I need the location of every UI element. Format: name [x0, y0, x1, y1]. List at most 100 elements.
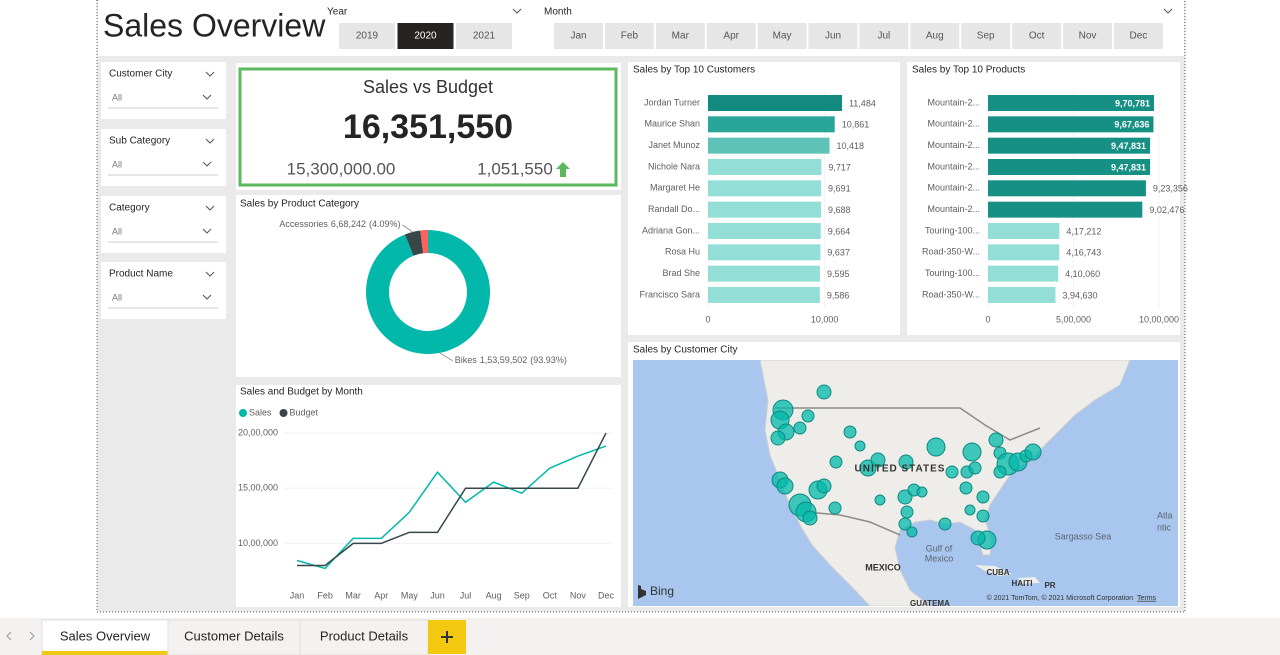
city-bubble[interactable]	[843, 425, 857, 439]
bar	[708, 158, 822, 175]
month-button[interactable]	[961, 23, 1011, 49]
city-bubble[interactable]	[938, 517, 952, 531]
data-label: 9,02,476	[1149, 205, 1184, 215]
city-bubble[interactable]	[854, 440, 866, 452]
city-bubble[interactable]	[959, 481, 973, 495]
data-label: 9,47,831	[1111, 141, 1146, 151]
city-bubble[interactable]	[926, 437, 946, 457]
year-option: 2021	[473, 31, 496, 42]
chevron[interactable]	[205, 205, 215, 211]
tab[interactable]	[41, 619, 169, 655]
y-tick-label: Randall Do...	[648, 204, 700, 214]
chevron[interactable]	[202, 161, 212, 167]
bar	[708, 222, 821, 239]
terms-link[interactable]: Terms	[1137, 595, 1157, 602]
month-label: Month	[544, 7, 572, 18]
city-bubble[interactable]	[897, 489, 913, 505]
next-page[interactable]	[29, 631, 35, 641]
city-bubble[interactable]	[793, 421, 807, 435]
city-bubble[interactable]	[976, 509, 990, 523]
filter-value[interactable]: All	[112, 159, 122, 169]
city-bubble[interactable]	[816, 478, 832, 494]
label-part: Bikes	[455, 355, 478, 365]
city-bubble[interactable]	[988, 432, 1004, 448]
data-label: 3,94,630	[1062, 290, 1097, 300]
kpi-target: 15,300,000.00	[287, 159, 396, 178]
kpi-title: Sales vs Budget	[363, 77, 493, 97]
filter-value[interactable]: All	[112, 226, 122, 236]
data-label: 10,418	[837, 141, 865, 151]
filter-label: Category	[109, 203, 150, 214]
city-bubble[interactable]	[898, 517, 912, 531]
city-bubble[interactable]	[816, 384, 832, 400]
chevron[interactable]	[205, 71, 215, 77]
chevron[interactable]	[202, 94, 212, 100]
panel	[236, 385, 621, 607]
city-bubble[interactable]	[916, 486, 928, 498]
legend-marker	[279, 409, 288, 417]
month-button[interactable]	[1012, 23, 1062, 49]
city-bubble[interactable]	[829, 455, 843, 469]
month-button[interactable]	[554, 23, 603, 49]
map-label: Gulf of	[926, 543, 953, 553]
filter-card	[101, 62, 226, 119]
year-button[interactable]	[456, 23, 512, 49]
map: UNITED STATES MEXICO Gulf of Mexico Sarg…	[633, 360, 1178, 606]
month-button[interactable]	[1063, 23, 1112, 49]
city-bubble[interactable]	[964, 504, 976, 516]
city-bubble[interactable]	[906, 526, 918, 538]
tab-label[interactable]: Customer Details	[184, 628, 284, 643]
chevron[interactable]	[205, 138, 215, 144]
filter-value[interactable]: All	[112, 292, 122, 302]
city-bubble[interactable]	[802, 510, 818, 526]
year-button[interactable]	[339, 23, 395, 49]
bar	[708, 137, 830, 154]
chevron[interactable]	[205, 271, 215, 277]
month-button[interactable]	[655, 23, 705, 49]
city-bubble[interactable]	[874, 494, 886, 506]
city-bubble[interactable]	[776, 477, 794, 495]
city-bubble[interactable]	[828, 501, 842, 515]
donut-slice	[404, 230, 424, 256]
month-button[interactable]	[1113, 23, 1163, 49]
month-button[interactable]	[859, 23, 909, 49]
month-option: Oct	[1029, 31, 1045, 42]
y-tick-label: Brad She	[662, 268, 700, 278]
city-bubble[interactable]	[900, 505, 914, 519]
year-button[interactable]	[397, 23, 454, 49]
city-bubble[interactable]	[898, 454, 914, 470]
year-slicer: 2019 2020 2021	[339, 23, 512, 49]
month-button[interactable]	[808, 23, 858, 49]
month-button[interactable]	[604, 23, 654, 49]
month-button[interactable]	[706, 23, 756, 49]
chevron[interactable]	[1163, 8, 1173, 14]
city-bubble[interactable]	[870, 452, 886, 468]
city-bubble[interactable]	[993, 465, 1007, 479]
tab[interactable]	[299, 619, 429, 655]
map-label: PR	[1044, 581, 1055, 590]
label-part: 6,68,242	[331, 219, 366, 229]
city-bubble[interactable]	[976, 490, 990, 504]
city-bubble[interactable]	[970, 530, 986, 546]
city-bubble[interactable]	[770, 430, 786, 446]
tab-label[interactable]: Product Details	[320, 628, 409, 643]
city-bubble[interactable]	[962, 442, 982, 462]
data-label: 9,47,831	[1111, 162, 1146, 172]
border	[775, 407, 1041, 441]
chevron[interactable]	[512, 8, 522, 14]
chevron[interactable]	[202, 294, 212, 300]
kpi-value: 16,351,550	[343, 108, 513, 146]
city-bubble[interactable]	[1024, 443, 1042, 461]
city-bubble[interactable]	[945, 465, 959, 479]
city-bubble[interactable]	[801, 409, 815, 423]
chevron[interactable]	[202, 228, 212, 234]
month-button[interactable]	[910, 23, 960, 49]
filter-value[interactable]: All	[112, 92, 122, 102]
tab-indicator	[42, 651, 168, 655]
city-bubble[interactable]	[968, 461, 982, 475]
prev-page[interactable]	[6, 631, 12, 641]
month-button[interactable]	[757, 23, 807, 49]
y-tick-label: 20,00,000	[238, 427, 278, 437]
tab-label[interactable]: Sales Overview	[60, 628, 151, 643]
